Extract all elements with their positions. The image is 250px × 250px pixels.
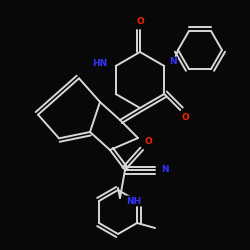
- Text: O: O: [181, 114, 189, 122]
- Text: NH: NH: [126, 196, 142, 205]
- Text: N: N: [169, 58, 177, 66]
- Text: N: N: [161, 166, 169, 174]
- Text: O: O: [144, 138, 152, 146]
- Text: HN: HN: [92, 60, 108, 68]
- Text: O: O: [136, 18, 144, 26]
